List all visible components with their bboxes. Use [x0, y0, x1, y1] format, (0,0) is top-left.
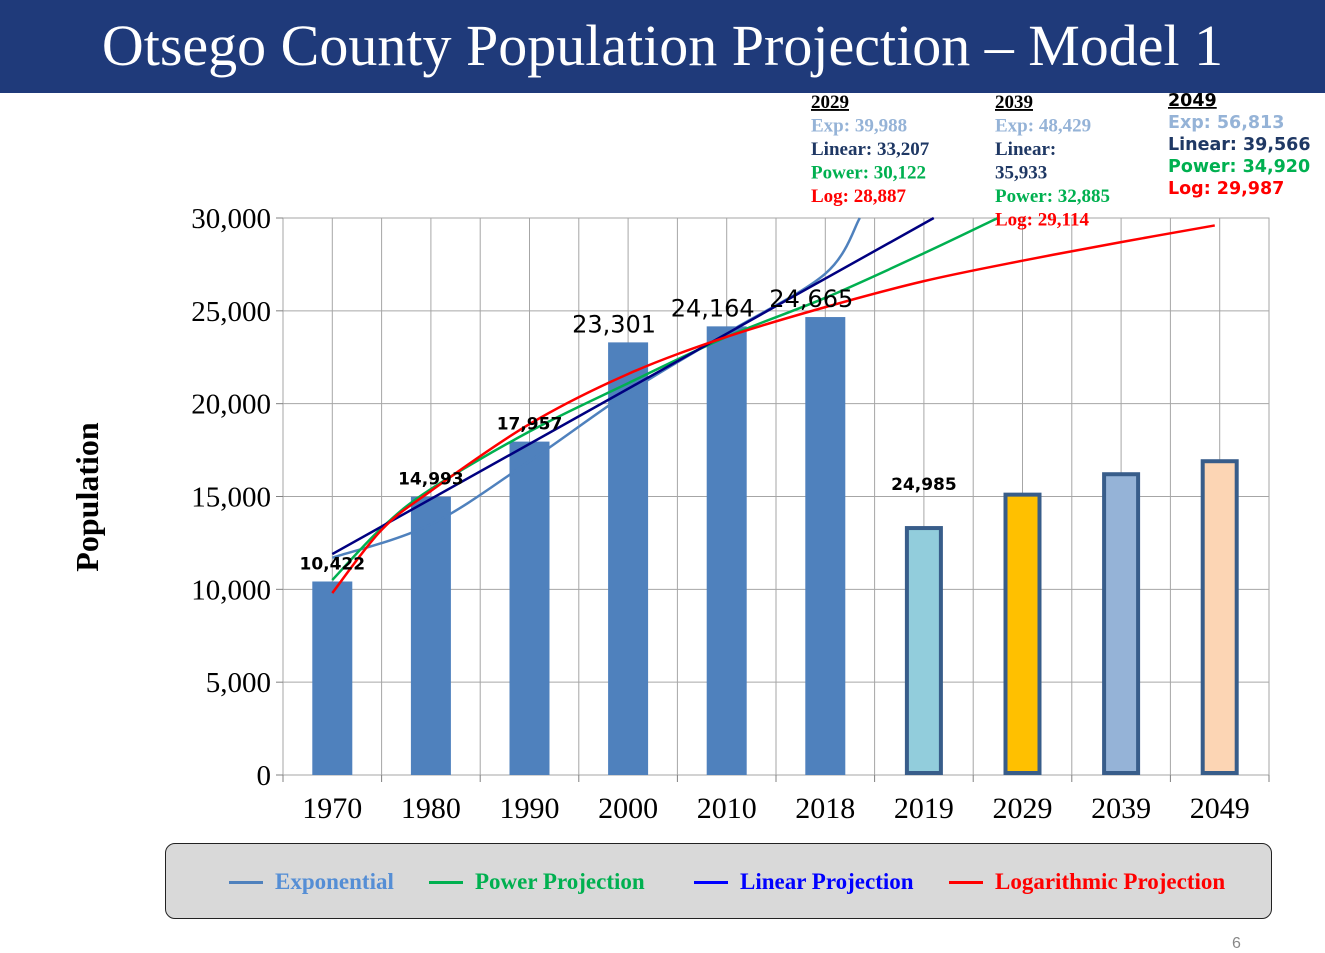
x-tick-label: 2010: [697, 792, 757, 825]
y-tick-label: 0: [257, 760, 272, 792]
data-label-2010: 24,164: [671, 294, 755, 322]
annotation-2039-exponential: Exp: 48,429: [995, 116, 1091, 137]
legend-item-logarithmic: Logarithmic Projection: [949, 844, 1225, 920]
x-tick-label: 1970: [302, 792, 362, 825]
legend-label-power: Power Projection: [475, 869, 645, 894]
x-tick-label: 2039: [1091, 792, 1151, 825]
x-tick-label: 2000: [598, 792, 658, 825]
annotation-2029-exponential: Exp: 39,988: [811, 116, 907, 137]
series-line-logarithmic-projection: [331, 224, 1215, 594]
data-label-2018: 24,665: [769, 285, 853, 313]
legend-item-exponential: Exponential: [229, 844, 394, 920]
x-tick-label: 2049: [1190, 792, 1250, 825]
y-tick-label: 20,000: [191, 389, 271, 421]
legend-label-logarithmic: Logarithmic Projection: [995, 869, 1226, 894]
bar-1980: [410, 496, 451, 775]
y-tick-label: 30,000: [191, 203, 271, 235]
series-line-exponential: [331, 217, 861, 559]
data-label-2000: 23,301: [572, 310, 656, 338]
legend-item-linear: Linear Projection: [694, 844, 914, 920]
y-tick-label: 5,000: [206, 667, 271, 699]
bar-2018: [805, 317, 846, 775]
y-axis-label: Population: [69, 422, 105, 572]
page-number: 6: [1232, 935, 1241, 952]
y-tick-label: 15,000: [191, 482, 271, 514]
x-tick-label: 2018: [795, 792, 855, 825]
y-tick-label: 25,000: [191, 296, 271, 328]
bar-2039: [1102, 472, 1141, 775]
bar-2010: [706, 326, 747, 775]
annotation-2029-linear-projection: Linear: 33,207: [811, 139, 930, 160]
x-tick-label: 1980: [401, 792, 461, 825]
bar-2049: [1200, 459, 1239, 775]
legend-swatch-linear: [694, 880, 728, 884]
annotation-2029-logarithmic-projection: Log: 28,887: [811, 186, 907, 207]
annotation-2049-linear-projection: Linear: 39,566: [1168, 135, 1311, 155]
annotation-2039-linear-projection: 35,933: [995, 163, 1047, 184]
annotation-2029-power-projection: Power: 30,122: [811, 163, 926, 184]
annotation-year-2039: 2039: [995, 92, 1033, 113]
legend-swatch-power: [429, 880, 463, 884]
legend-swatch-logarithmic: [949, 880, 983, 884]
x-tick-label: 2019: [894, 792, 954, 825]
series-line-power-projection: [331, 216, 999, 581]
x-tick-label: 2029: [993, 792, 1053, 825]
data-label-1970: 10,422: [299, 554, 365, 574]
annotation-2039-power-projection: Power: 32,885: [995, 186, 1110, 207]
bar-2019: [904, 526, 943, 776]
bar-1970: [312, 581, 353, 775]
title-bar: Otsego County Population Projection – Mo…: [0, 0, 1325, 93]
bar-1990: [509, 441, 550, 775]
slide-title: Otsego County Population Projection – Mo…: [101, 13, 1224, 78]
y-tick-label: 10,000: [191, 574, 271, 606]
data-label-1980: 14,993: [398, 470, 464, 490]
legend-label-exponential: Exponential: [275, 869, 394, 894]
legend-item-power: Power Projection: [429, 844, 645, 920]
legend-swatch-exponential: [229, 880, 263, 884]
legend: Exponential Power Projection Linear Proj…: [165, 843, 1272, 919]
data-label-2019: 24,985: [891, 475, 957, 495]
annotation-2039-logarithmic-projection: Log: 29,114: [995, 210, 1089, 231]
annotation-2049-power-projection: Power: 34,920: [1168, 157, 1310, 177]
annotation-year-2049: 2049: [1168, 91, 1217, 111]
annotation-year-2029: 2029: [811, 92, 849, 113]
annotation-2039-linear-projection: Linear:: [995, 139, 1056, 160]
x-tick-label: 1990: [500, 792, 560, 825]
annotation-2049-logarithmic-projection: Log: 29,987: [1168, 179, 1284, 199]
bar-2029: [1003, 492, 1042, 775]
legend-label-linear: Linear Projection: [740, 869, 914, 894]
data-label-1990: 17,957: [497, 415, 563, 435]
bar-2000: [608, 342, 649, 775]
annotation-2049-exponential: Exp: 56,813: [1168, 113, 1284, 133]
